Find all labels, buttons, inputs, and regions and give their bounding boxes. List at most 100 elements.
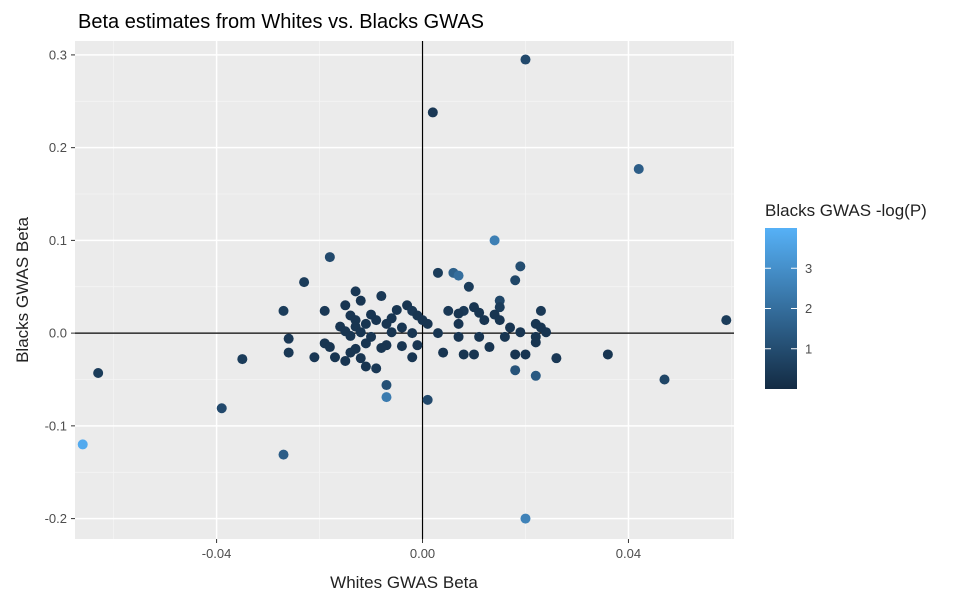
data-point xyxy=(494,315,505,326)
data-point xyxy=(530,370,541,381)
y-tick-label: 0.3 xyxy=(49,47,67,62)
data-point xyxy=(237,354,248,365)
y-tick-label: 0.2 xyxy=(49,140,67,155)
data-point xyxy=(453,318,464,329)
colorbar-tick-label: 2 xyxy=(805,301,812,316)
x-axis-title: Whites GWAS Beta xyxy=(330,573,478,592)
data-point xyxy=(324,252,335,263)
minor-gridlines xyxy=(75,41,734,539)
data-point xyxy=(520,54,531,65)
data-point xyxy=(278,449,289,460)
data-point xyxy=(360,338,371,349)
data-point xyxy=(489,235,500,246)
data-point xyxy=(381,380,392,391)
data-point xyxy=(432,267,443,278)
data-point xyxy=(659,374,670,385)
data-point xyxy=(396,341,407,352)
data-point xyxy=(494,302,505,313)
data-point xyxy=(484,342,495,353)
data-point xyxy=(355,295,366,306)
data-point xyxy=(371,363,382,374)
data-point xyxy=(474,331,485,342)
data-point xyxy=(515,261,526,272)
data-point xyxy=(407,352,418,363)
data-point xyxy=(324,342,335,353)
x-axis-ticks: -0.04 0.00 0.04 xyxy=(202,539,641,561)
data-point xyxy=(216,403,227,414)
data-point xyxy=(515,327,526,338)
data-point xyxy=(355,327,366,338)
x-tick-label: 0.00 xyxy=(410,546,435,561)
data-point xyxy=(453,308,464,319)
data-point xyxy=(535,305,546,316)
data-point xyxy=(469,349,480,360)
data-point xyxy=(432,328,443,339)
data-point xyxy=(412,340,423,351)
data-point xyxy=(474,307,485,318)
data-point xyxy=(443,305,454,316)
data-point xyxy=(381,392,392,403)
plot-panel xyxy=(75,41,734,539)
data-point xyxy=(299,277,310,288)
data-point xyxy=(381,318,392,329)
data-point xyxy=(355,353,366,364)
data-point xyxy=(505,322,516,333)
data-point xyxy=(93,368,104,378)
data-point xyxy=(721,315,732,326)
data-point xyxy=(360,318,371,329)
legend-title: Blacks GWAS -log(P) xyxy=(765,201,927,220)
data-point xyxy=(340,355,351,366)
data-point xyxy=(427,107,438,118)
data-point xyxy=(510,349,521,360)
data-points xyxy=(77,54,732,524)
data-point xyxy=(340,300,351,311)
data-point xyxy=(510,275,521,286)
data-point xyxy=(530,337,541,348)
data-point xyxy=(463,281,474,292)
data-point xyxy=(633,163,644,174)
colorbar-ticks: 1 2 3 xyxy=(765,261,812,356)
reference-lines xyxy=(75,41,734,539)
y-tick-label: 0.0 xyxy=(49,326,67,341)
y-tick-label: -0.2 xyxy=(45,511,67,526)
colorbar-tick-label: 3 xyxy=(805,261,812,276)
colorbar-tick-label: 1 xyxy=(805,341,812,356)
data-point xyxy=(77,439,88,450)
data-point xyxy=(283,333,294,344)
data-point xyxy=(458,349,469,360)
data-point xyxy=(309,352,320,363)
x-tick-label: 0.04 xyxy=(616,546,641,561)
data-point xyxy=(386,327,397,338)
data-point xyxy=(396,322,407,333)
data-point xyxy=(319,305,330,316)
y-tick-label: 0.1 xyxy=(49,233,67,248)
y-axis-title: Blacks GWAS Beta xyxy=(13,217,32,363)
y-axis-ticks: -0.2 -0.1 0.0 0.1 0.2 0.3 xyxy=(45,47,75,526)
data-point xyxy=(350,286,361,297)
data-point xyxy=(329,352,340,363)
data-point xyxy=(438,347,449,358)
data-point xyxy=(602,349,613,360)
data-point xyxy=(520,349,531,360)
x-tick-label: -0.04 xyxy=(202,546,232,561)
data-point xyxy=(283,347,294,358)
data-point xyxy=(407,328,418,339)
chart-title: Beta estimates from Whites vs. Blacks GW… xyxy=(78,11,484,33)
data-point xyxy=(541,327,552,338)
color-legend: Blacks GWAS -log(P) 1 2 3 xyxy=(765,201,927,389)
data-point xyxy=(376,291,387,302)
data-point xyxy=(345,330,356,341)
data-point xyxy=(371,315,382,326)
data-point xyxy=(499,331,510,342)
data-point xyxy=(391,304,402,315)
data-point xyxy=(510,365,521,376)
data-point xyxy=(520,513,531,524)
y-tick-label: -0.1 xyxy=(45,418,67,433)
data-point xyxy=(345,347,356,358)
data-point xyxy=(453,270,464,281)
data-point xyxy=(422,318,433,329)
data-point xyxy=(278,305,289,316)
data-point xyxy=(551,353,562,364)
data-point xyxy=(453,331,464,342)
